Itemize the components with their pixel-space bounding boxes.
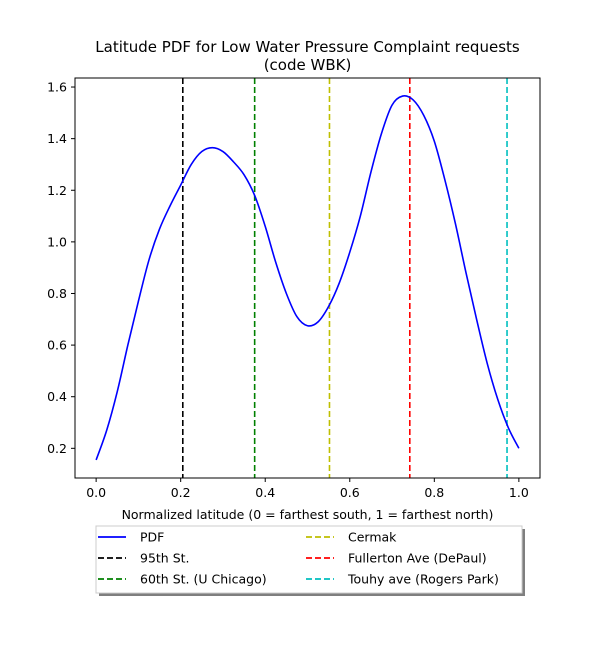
chart-title-line-1: Latitude PDF for Low Water Pressure Comp…: [95, 38, 520, 56]
y-tick-label: 1.6: [47, 80, 67, 95]
legend-label-4: 60th St. (U Chicago): [140, 572, 267, 587]
plot-frame: [74, 77, 541, 479]
x-tick-label: 0.0: [86, 485, 106, 500]
x-axis: 0.0 0.2 0.4 0.6 0.8 1.0: [86, 478, 529, 500]
y-tick-label: 1.2: [47, 183, 67, 198]
y-tick-label: 0.4: [47, 389, 67, 404]
x-tick-label: 0.6: [340, 485, 360, 500]
legend-label-1: Cermak: [348, 530, 397, 545]
x-axis-label: Normalized latitude (0 = farthest south,…: [122, 507, 494, 522]
plot-area: [75, 78, 540, 478]
y-tick-label: 0.8: [47, 286, 67, 301]
chart-title-line-2: (code WBK): [264, 56, 352, 74]
series-line-0: [95, 95, 520, 461]
y-axis: 0.2 0.4 0.6 0.8 1.0 1.2 1.4 1.6: [47, 80, 75, 456]
reference-lines: [181, 78, 508, 478]
x-tick-label: 1.0: [509, 485, 529, 500]
y-tick-label: 0.2: [47, 441, 67, 456]
legend-label-2: 95th St.: [140, 551, 190, 566]
y-tick-label: 1.0: [47, 234, 67, 249]
y-tick-label: 0.6: [47, 338, 67, 353]
series-layer: [95, 95, 520, 461]
x-tick-label: 0.8: [424, 485, 444, 500]
legend-label-0: PDF: [140, 530, 164, 545]
x-tick-label: 0.2: [171, 485, 191, 500]
y-tick-label: 1.4: [47, 131, 67, 146]
legend-label-3: Fullerton Ave (DePaul): [348, 551, 487, 566]
legend-label-5: Touhy ave (Rogers Park): [347, 572, 499, 587]
x-tick-label: 0.4: [255, 485, 275, 500]
legend: PDF Cermak 95th St. Fullerton Ave (DePaul) 6…: [95, 525, 525, 596]
